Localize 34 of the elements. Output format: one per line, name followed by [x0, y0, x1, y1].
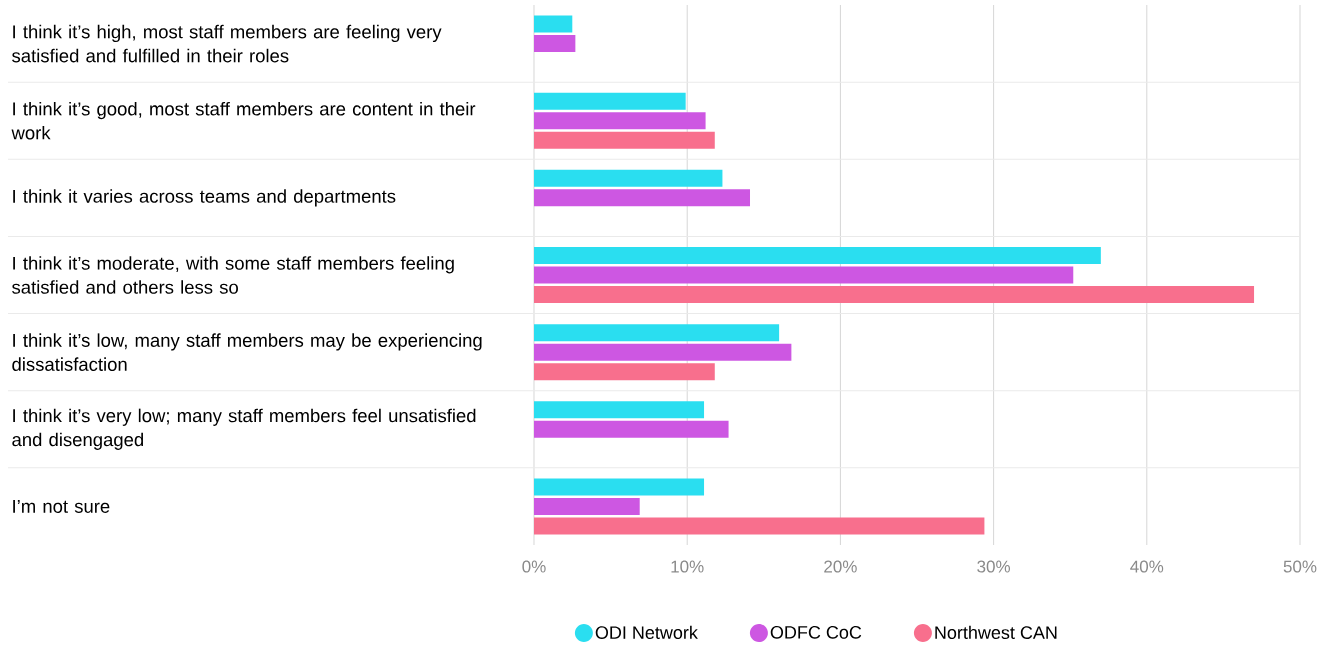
y-tick-label: I think it’s good, most staff members are content in their work [11, 101, 476, 140]
bar [534, 35, 576, 53]
y-tick-label: I’m not sure [13, 499, 110, 513]
y-tick-label: I think it’s very low; many staff members feel unsatisfied and disengaged [12, 408, 476, 450]
bar [534, 478, 705, 496]
bar [534, 92, 686, 110]
x-tick-label: 20% [824, 560, 857, 573]
y-tick-label: I think it varies across teams and departments [13, 189, 396, 207]
x-tick-label: 50% [1283, 560, 1317, 573]
y-tick-label: I think it’s high, most staff members are feeling very satisfied and fulfilled in their roles [12, 24, 442, 63]
bar [534, 420, 729, 438]
legend-label: ODI Network [595, 625, 698, 639]
bar [534, 324, 780, 342]
bar [534, 286, 1255, 304]
x-tick-label: 40% [1130, 560, 1164, 573]
bar [534, 497, 640, 515]
y-tick-label: I think it’s low, many staff members may be experiencing dissatisfaction [12, 333, 482, 371]
bar [534, 15, 573, 33]
bar [534, 266, 1074, 284]
y-tick-label: I think it’s moderate, with some staff members feeling satisfied and others less so [12, 256, 454, 294]
bar [534, 169, 723, 187]
legend-label: Northwest CAN [935, 625, 1057, 639]
bar [534, 131, 715, 149]
bar [534, 189, 751, 207]
legend-label: ODFC CoC [770, 625, 862, 639]
bar [534, 517, 985, 535]
x-tick-label: 10% [671, 560, 704, 573]
bar [534, 247, 1101, 265]
bar [534, 401, 705, 419]
bar [534, 343, 792, 361]
x-tick-label: 30% [977, 560, 1010, 573]
bar [534, 112, 706, 130]
bar [534, 363, 715, 381]
x-tick-label: 0% [522, 560, 546, 573]
